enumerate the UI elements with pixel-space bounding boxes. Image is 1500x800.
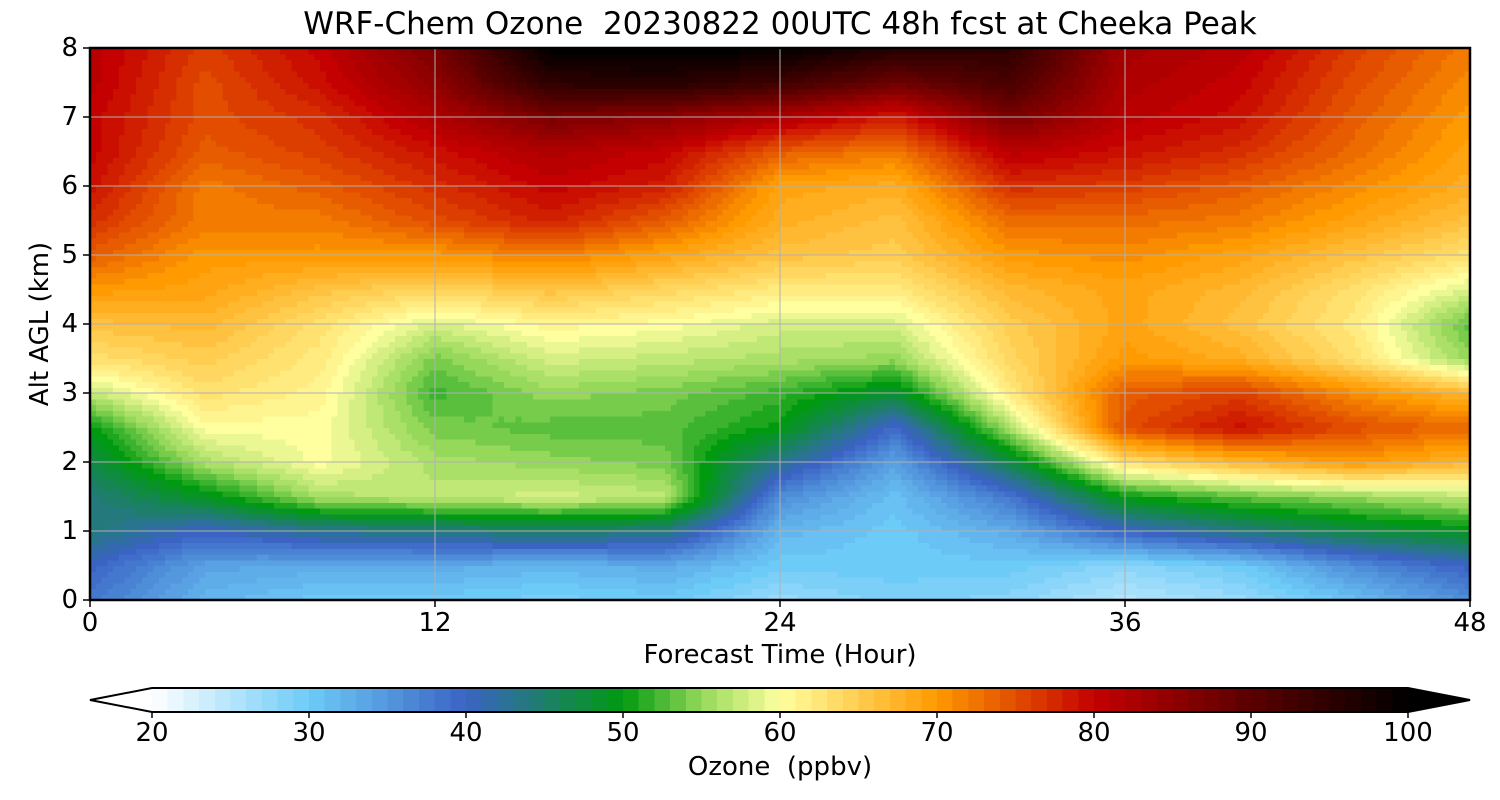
colorbar-segment xyxy=(545,688,561,712)
colorbar-high-extension xyxy=(1408,688,1470,712)
colorbar-segment xyxy=(356,688,372,712)
colorbar-segment xyxy=(1267,688,1283,712)
colorbar-segment xyxy=(419,688,435,712)
colorbar-segment xyxy=(340,688,356,712)
colorbar-segment xyxy=(890,688,906,712)
colorbar-segment xyxy=(1016,688,1032,712)
colorbar-segment xyxy=(1188,688,1204,712)
colorbar-segment xyxy=(309,688,325,712)
colorbar-segment xyxy=(576,688,592,712)
colorbar-segment xyxy=(1063,688,1079,712)
colorbar-segment xyxy=(1392,688,1408,712)
colorbar-segment xyxy=(843,688,859,712)
colorbar-segment xyxy=(325,688,341,712)
colorbar-segment xyxy=(1345,688,1361,712)
colorbar-segment xyxy=(639,688,655,712)
colorbar-segment xyxy=(654,688,670,712)
colorbar-segment xyxy=(1330,688,1346,712)
colorbar-segment xyxy=(1361,688,1377,712)
colorbar-segment xyxy=(717,688,733,712)
colorbar-segment xyxy=(1173,688,1189,712)
colorbar-segment xyxy=(466,688,482,712)
colorbar-segment xyxy=(953,688,969,712)
colorbar-segment xyxy=(1298,688,1314,712)
colorbar-segment xyxy=(435,688,451,712)
colorbar-segment xyxy=(450,688,466,712)
colorbar-segment xyxy=(1220,688,1236,712)
colorbar-segment xyxy=(921,688,937,712)
colorbar-segment xyxy=(780,688,796,712)
colorbar-segment xyxy=(859,688,875,712)
colorbar-segment xyxy=(372,688,388,712)
colorbar-segment xyxy=(796,688,812,712)
colorbar-segment xyxy=(607,688,623,712)
colorbar-segment xyxy=(906,688,922,712)
colorbar-segment xyxy=(968,688,984,712)
colorbar-segment xyxy=(1000,688,1016,712)
colorbar-segment xyxy=(529,688,545,712)
colorbar-segment xyxy=(231,688,247,712)
colorbar-segment xyxy=(592,688,608,712)
colorbar-segment xyxy=(749,688,765,712)
colorbar-segment xyxy=(560,688,576,712)
colorbar-segment xyxy=(1282,688,1298,712)
colorbar-segment xyxy=(403,688,419,712)
colorbar-segment xyxy=(1047,688,1063,712)
colorbar-segment xyxy=(1251,688,1267,712)
colorbar-segment xyxy=(1235,688,1251,712)
colorbar-segment xyxy=(1204,688,1220,712)
colorbar xyxy=(152,688,1409,712)
colorbar-segment xyxy=(388,688,404,712)
colorbar-low-extension xyxy=(90,688,152,712)
colorbar-segment xyxy=(1157,688,1173,712)
colorbar-segment xyxy=(1377,688,1393,712)
colorbar-segment xyxy=(152,688,168,712)
colorbar-segment xyxy=(278,688,294,712)
colorbar-segment xyxy=(670,688,686,712)
colorbar-segment xyxy=(262,688,278,712)
colorbar-segment xyxy=(1110,688,1126,712)
colorbar-segment xyxy=(1031,688,1047,712)
colorbar-segment xyxy=(1078,688,1094,712)
colorbar-segment xyxy=(513,688,529,712)
colorbar-segment xyxy=(215,688,231,712)
colorbar-segment xyxy=(702,688,718,712)
colorbar-segment xyxy=(686,688,702,712)
colorbar-segment xyxy=(246,688,262,712)
colorbar-segment xyxy=(1314,688,1330,712)
colorbar-segment xyxy=(168,688,184,712)
colorbar-segment xyxy=(811,688,827,712)
colorbar-segment xyxy=(482,688,498,712)
colorbar-segment xyxy=(984,688,1000,712)
colorbar-segment xyxy=(1141,688,1157,712)
colorbar-segment xyxy=(199,688,215,712)
colorbar-segment xyxy=(937,688,953,712)
colorbar-segment xyxy=(764,688,780,712)
colorbar-segment xyxy=(874,688,890,712)
colorbar-segment xyxy=(623,688,639,712)
colorbar-segment xyxy=(733,688,749,712)
colorbar-segment xyxy=(827,688,843,712)
colorbar-segment xyxy=(293,688,309,712)
colorbar-segment xyxy=(1094,688,1110,712)
colorbar-segment xyxy=(183,688,199,712)
colorbar-segment xyxy=(1125,688,1141,712)
colorbar-segment xyxy=(497,688,513,712)
